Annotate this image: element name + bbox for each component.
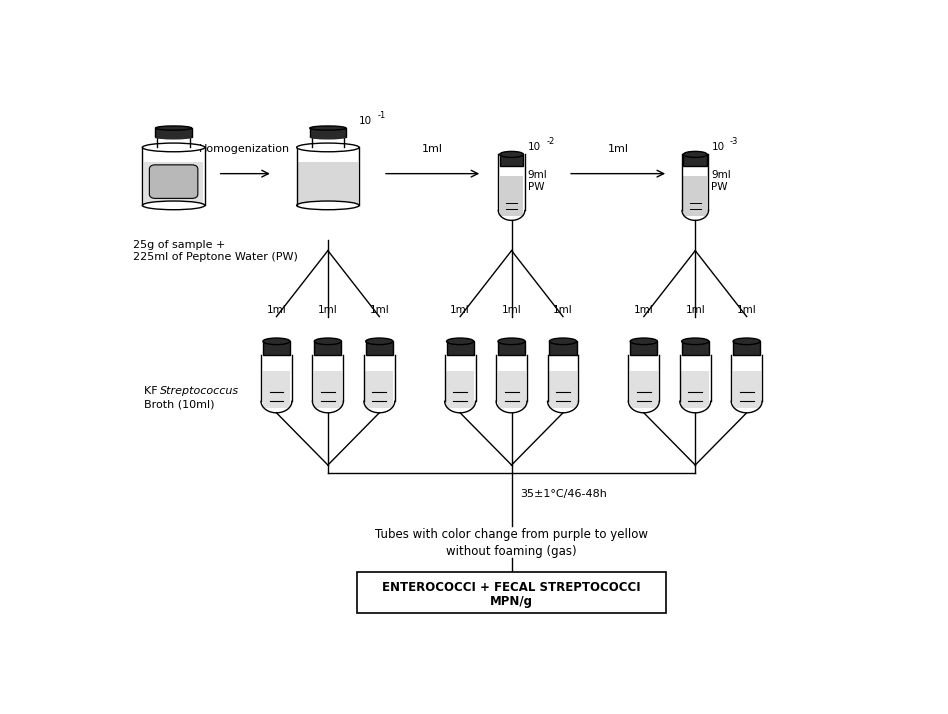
Text: 1ml: 1ml [608,144,629,154]
Text: ENTEROCOCCI + FECAL STREPTOCOCCI: ENTEROCOCCI + FECAL STREPTOCOCCI [382,581,641,594]
Ellipse shape [630,338,657,345]
Text: 1ml: 1ml [553,306,573,316]
Text: 9ml
PW: 9ml PW [711,170,731,191]
Text: MPN/g: MPN/g [490,595,533,608]
Bar [500,176,523,216]
Bar [142,147,205,206]
Bar [314,371,342,408]
Bar [263,371,290,408]
Bar [684,176,707,216]
Text: 1ml: 1ml [737,306,757,316]
Text: Homogenization: Homogenization [199,144,290,154]
Text: 10: 10 [358,116,372,126]
Ellipse shape [498,338,525,345]
Bar [447,341,474,355]
Bar [261,341,292,413]
Text: Broth (10ml): Broth (10ml) [144,400,214,410]
Bar [155,128,191,137]
Text: 1ml: 1ml [634,306,654,316]
Bar [731,341,762,413]
Bar [366,341,392,355]
Bar [297,147,359,206]
Bar [364,341,394,413]
Ellipse shape [684,151,707,157]
Bar [629,341,659,413]
Bar [682,154,708,221]
Text: 1ml: 1ml [501,306,521,316]
Bar [549,371,577,408]
Ellipse shape [142,143,205,152]
FancyBboxPatch shape [150,165,198,198]
Text: 1ml: 1ml [450,306,470,316]
Bar [498,341,525,355]
Text: 9ml
PW: 9ml PW [528,170,548,191]
Bar [548,341,578,413]
Ellipse shape [157,134,190,139]
Text: -1: -1 [377,111,386,120]
Ellipse shape [310,126,346,130]
Bar [315,341,341,355]
Bar [733,341,760,355]
Bar [684,154,707,166]
Bar [447,371,474,408]
Text: 1ml: 1ml [318,306,337,316]
Text: KF: KF [144,386,161,396]
Bar [298,162,357,203]
Ellipse shape [447,338,474,345]
Text: Streptococcus: Streptococcus [160,386,240,396]
Bar [357,572,665,613]
Ellipse shape [310,136,346,139]
Text: -2: -2 [546,136,555,146]
Text: 1ml: 1ml [370,306,390,316]
Bar [630,341,657,355]
Text: 25g of sample +
225ml of Peptone Water (PW): 25g of sample + 225ml of Peptone Water (… [133,240,298,262]
Ellipse shape [500,151,523,157]
Text: 35±1°C/46-48h: 35±1°C/46-48h [520,489,608,499]
Text: 10: 10 [528,141,541,151]
Bar [496,341,527,413]
Text: 1ml: 1ml [266,306,286,316]
Text: -3: -3 [730,136,738,146]
Ellipse shape [297,143,359,152]
Bar [365,371,393,408]
Bar [445,341,476,413]
Text: Tubes with color change from purple to yellow
without foaming (gas): Tubes with color change from purple to y… [375,528,648,558]
Ellipse shape [682,338,709,345]
Text: 1ml: 1ml [685,306,705,316]
Bar [498,371,525,408]
Bar [499,154,525,221]
Bar [310,128,346,137]
Text: 1ml: 1ml [422,144,443,154]
Ellipse shape [366,338,392,345]
Ellipse shape [315,338,341,345]
Ellipse shape [312,134,344,139]
Bar [680,341,711,413]
Ellipse shape [733,338,760,345]
Bar [629,371,658,408]
Bar [263,341,290,355]
Ellipse shape [142,201,205,210]
Ellipse shape [550,338,576,345]
Ellipse shape [297,201,359,210]
Text: 10: 10 [711,141,724,151]
Bar [682,341,709,355]
Ellipse shape [155,126,191,130]
Bar [144,162,204,203]
Bar [550,341,576,355]
Ellipse shape [263,338,290,345]
Bar [682,371,709,408]
Bar [733,371,760,408]
Bar [313,341,343,413]
Ellipse shape [155,136,191,139]
Bar [500,154,523,166]
